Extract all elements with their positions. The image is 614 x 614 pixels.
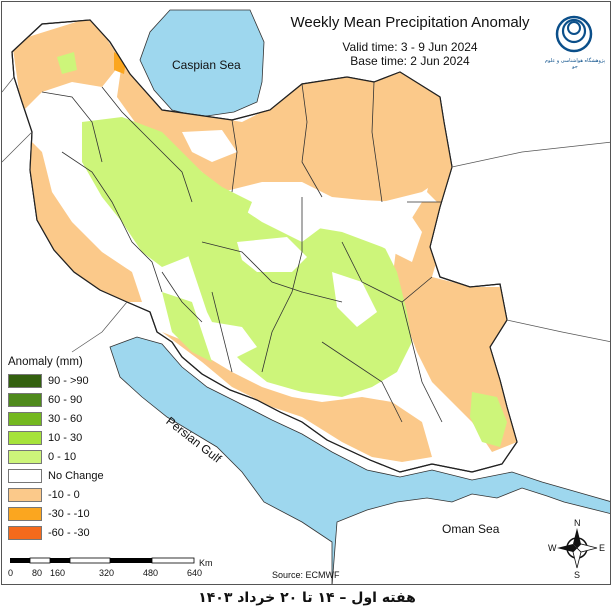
no-change-patch-northeast xyxy=(302,197,422,262)
no-change-patch-south xyxy=(212,322,257,357)
wet-region-southwest xyxy=(162,292,212,362)
legend-label: -10 - 0 xyxy=(48,488,80,501)
compass-north: N xyxy=(574,518,581,528)
legend: Anomaly (mm) 90 - >90 60 - 90 30 - 60 10 - … xyxy=(8,356,136,542)
scale-tick: 160 xyxy=(50,568,66,578)
source-label: Source: ECMWF xyxy=(272,570,340,580)
dry-region-west xyxy=(22,132,142,302)
legend-label: 90 - >90 xyxy=(48,374,89,387)
legend-label: 30 - 60 xyxy=(48,412,83,425)
legend-item: -30 - -10 xyxy=(8,504,136,523)
legend-swatch xyxy=(8,506,42,521)
legend-label: 60 - 90 xyxy=(48,393,83,406)
irimo-logo-icon xyxy=(555,15,593,53)
province-borders xyxy=(41,81,443,423)
legend-label: No Change xyxy=(48,469,104,482)
dry-region-east xyxy=(392,202,517,452)
compass-west: W xyxy=(548,543,557,553)
neighbor-borders xyxy=(2,76,610,353)
compass-south: S xyxy=(574,570,581,580)
legend-label: 0 - 10 xyxy=(48,450,77,463)
logo-text: پژوهشگاه هواشناسی و علوم جو xyxy=(544,58,606,70)
anomaly-map xyxy=(2,9,610,584)
scale-tick: 80 xyxy=(32,568,43,578)
scale-tick: 0 xyxy=(8,568,14,578)
legend-item: 60 - 90 xyxy=(8,390,136,409)
map-frame: Weekly Mean Precipitation Anomaly Valid … xyxy=(1,1,611,585)
no-change-patch-north xyxy=(182,130,237,162)
legend-item: 10 - 30 xyxy=(8,428,136,447)
legend-item: 30 - 60 xyxy=(8,409,136,428)
wet-region-north-small xyxy=(57,52,77,74)
no-change-patch-central xyxy=(237,237,307,272)
base-time: Base time: 2 Jun 2024 xyxy=(350,54,470,68)
legend-item: No Change xyxy=(8,466,136,485)
legend-swatch xyxy=(8,449,42,464)
legend-swatch xyxy=(8,430,42,445)
scale-tick: 480 xyxy=(143,568,159,578)
compass-east: E xyxy=(599,543,606,553)
legend-swatch xyxy=(8,487,42,502)
scale-tick: 640 xyxy=(187,568,203,578)
legend-label: -30 - -10 xyxy=(48,507,90,520)
valid-time: Valid time: 3 - 9 Jun 2024 xyxy=(342,40,478,54)
moderately-dry-patch xyxy=(114,52,126,74)
compass-icon xyxy=(557,528,598,569)
footer-caption: هفته اول – ۱۴ تا ۲۰ خرداد ۱۴۰۳ xyxy=(198,590,416,606)
legend-label: -60 - -30 xyxy=(48,526,90,539)
legend-swatch xyxy=(8,468,42,483)
wet-region-southeast xyxy=(470,392,507,447)
scale-bar xyxy=(10,557,195,564)
scale-tick: 320 xyxy=(99,568,115,578)
legend-swatch xyxy=(8,411,42,426)
no-change-patch-east xyxy=(332,272,377,327)
legend-item: 0 - 10 xyxy=(8,447,136,466)
legend-title: Anomaly (mm) xyxy=(8,356,83,368)
legend-swatch xyxy=(8,373,42,388)
uae-land xyxy=(331,487,610,584)
legend-item: -10 - 0 xyxy=(8,485,136,504)
legend-swatch xyxy=(8,392,42,407)
map-title: Weekly Mean Precipitation Anomaly xyxy=(290,14,530,31)
legend-label: 10 - 30 xyxy=(48,431,83,444)
caspian-sea-label: Caspian Sea xyxy=(172,58,241,72)
dry-region-north xyxy=(117,62,452,202)
legend-item: -60 - -30 xyxy=(8,523,136,542)
oman-sea-label: Oman Sea xyxy=(442,522,500,536)
dry-region-south xyxy=(162,332,432,462)
legend-swatch xyxy=(8,525,42,540)
scale-unit: Km xyxy=(199,558,213,568)
legend-item: 90 - >90 xyxy=(8,371,136,390)
caspian-sea xyxy=(139,9,265,118)
